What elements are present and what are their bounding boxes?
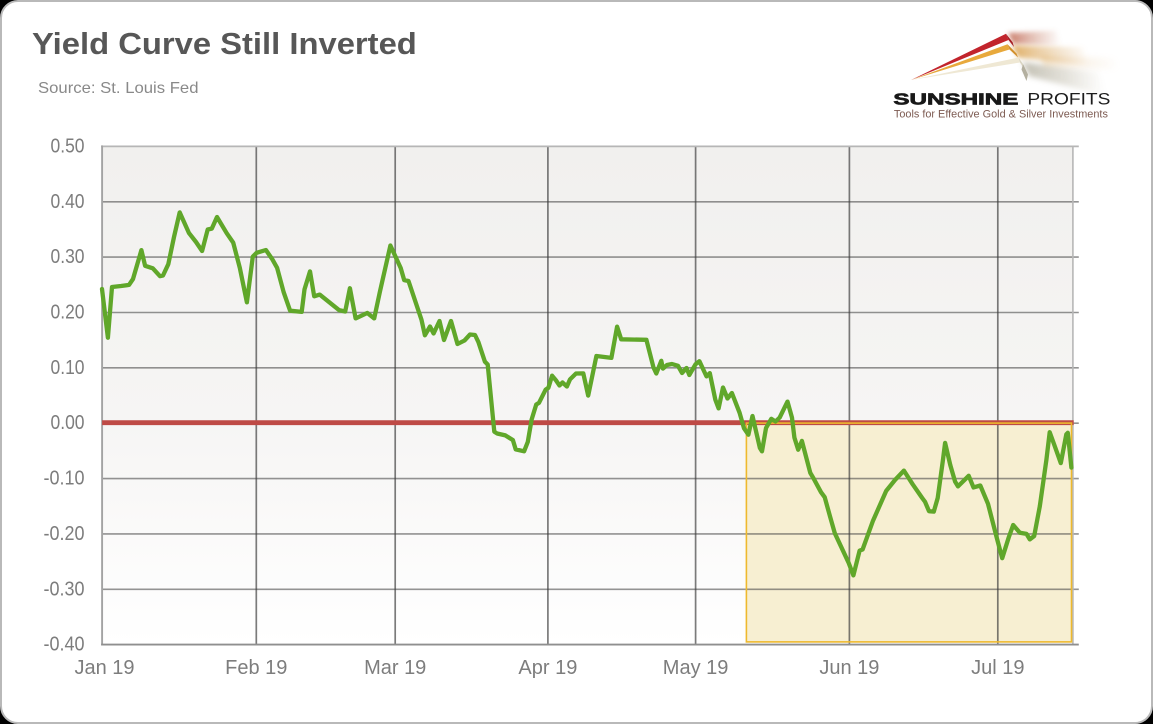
svg-text:0.50: 0.50	[51, 135, 85, 157]
svg-text:Jul 19: Jul 19	[971, 657, 1024, 679]
svg-text:-0.20: -0.20	[44, 523, 85, 545]
svg-text:0.00: 0.00	[51, 412, 85, 434]
svg-text:0.10: 0.10	[51, 357, 85, 379]
svg-text:Tools for Effective Gold & Sil: Tools for Effective Gold & Silver Invest…	[894, 108, 1108, 120]
svg-text:-0.10: -0.10	[44, 468, 85, 490]
svg-text:May 19: May 19	[663, 657, 729, 679]
svg-text:Feb 19: Feb 19	[225, 657, 287, 679]
svg-text:0.30: 0.30	[51, 246, 85, 268]
svg-text:PROFITS: PROFITS	[1027, 91, 1110, 109]
svg-text:Mar 19: Mar 19	[364, 657, 426, 679]
svg-text:-0.40: -0.40	[44, 634, 85, 656]
svg-text:Jan 19: Jan 19	[74, 657, 134, 679]
svg-text:0.40: 0.40	[51, 191, 85, 213]
svg-text:0.20: 0.20	[51, 302, 85, 324]
svg-text:Jun 19: Jun 19	[819, 657, 879, 679]
svg-text:SUNSHINE: SUNSHINE	[893, 92, 1018, 109]
svg-text:Apr 19: Apr 19	[518, 657, 577, 679]
svg-text:-0.30: -0.30	[44, 578, 85, 600]
